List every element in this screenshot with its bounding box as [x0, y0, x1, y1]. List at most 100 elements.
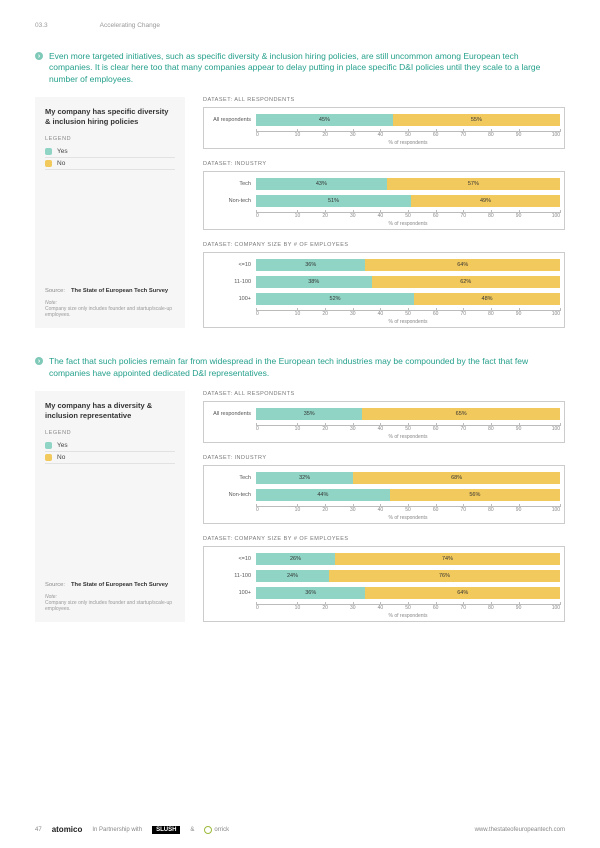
axis-tick: 10	[284, 213, 312, 219]
axis-tick: 70	[449, 213, 477, 219]
chart-row: Tech32%68%	[208, 472, 560, 484]
dataset-header: DATASET: INDUSTRY	[203, 161, 565, 167]
row-label: Non-tech	[208, 492, 256, 498]
axis-label: % of respondents	[256, 515, 560, 521]
row-label: All respondents	[208, 117, 256, 123]
axis-tick: 100	[532, 507, 560, 513]
axis-tick: 70	[449, 507, 477, 513]
bar-no: 56%	[390, 489, 560, 501]
source-row: Source:The State of European Tech Survey	[45, 582, 175, 588]
charts-column: DATASET: ALL RESPONDENTSAll respondents3…	[203, 391, 565, 622]
source-row: Source:The State of European Tech Survey	[45, 288, 175, 294]
legend-item-yes: Yes	[45, 440, 175, 452]
axis-tick: 0	[256, 507, 284, 513]
bar-no: 64%	[365, 587, 560, 599]
axis-tick: 60	[422, 605, 450, 611]
bar-no: 65%	[362, 408, 560, 420]
axis-tick: 90	[505, 507, 533, 513]
axis-tick: 90	[505, 213, 533, 219]
axis-label: % of respondents	[256, 221, 560, 227]
bar-yes: 26%	[256, 553, 335, 565]
bar-yes: 38%	[256, 276, 372, 288]
stacked-bar-chart: <=1026%74%11-10024%76%100+36%64%01020304…	[203, 546, 565, 622]
chart-row: 100+36%64%	[208, 587, 560, 599]
legend-header: LEGEND	[45, 136, 175, 142]
row-label: <=10	[208, 556, 256, 562]
dataset-header: DATASET: COMPANY SIZE BY # OF EMPLOYEES	[203, 242, 565, 248]
bar-track: 45%55%	[256, 114, 560, 126]
axis-tick: 30	[339, 507, 367, 513]
dataset-block: DATASET: COMPANY SIZE BY # OF EMPLOYEES<…	[203, 242, 565, 328]
axis-tick: 80	[477, 311, 505, 317]
axis-tick: 0	[256, 132, 284, 138]
bar-yes: 24%	[256, 570, 329, 582]
axis-label: % of respondents	[256, 434, 560, 440]
bar-yes: 32%	[256, 472, 353, 484]
axis-tick: 40	[367, 213, 395, 219]
legend-label: No	[57, 160, 65, 167]
axis-tick: 60	[422, 132, 450, 138]
legend-label: Yes	[57, 148, 68, 155]
bar-track: 44%56%	[256, 489, 560, 501]
axis-tick: 90	[505, 605, 533, 611]
orrick-logo: orrick	[204, 826, 229, 834]
bar-no: 57%	[387, 178, 560, 190]
stacked-bar-chart: All respondents45%55%0102030405060708090…	[203, 107, 565, 149]
bar-yes: 35%	[256, 408, 362, 420]
axis-tick: 10	[284, 132, 312, 138]
axis-tick: 100	[532, 132, 560, 138]
chart-axis: 0102030405060708090100	[256, 506, 560, 513]
stacked-bar-chart: All respondents35%65%0102030405060708090…	[203, 401, 565, 443]
bar-track: 51%49%	[256, 195, 560, 207]
legend-swatch-no	[45, 160, 52, 167]
chart-caption-panel: My company has a diversity & inclusion r…	[35, 391, 185, 622]
axis-tick: 50	[394, 213, 422, 219]
axis-tick: 30	[339, 213, 367, 219]
row-label: 11-100	[208, 573, 256, 579]
axis-tick: 100	[532, 605, 560, 611]
dataset-header: DATASET: ALL RESPONDENTS	[203, 97, 565, 103]
bar-yes: 51%	[256, 195, 411, 207]
charts-column: DATASET: ALL RESPONDENTSAll respondents4…	[203, 97, 565, 328]
legend-swatch-no	[45, 454, 52, 461]
axis-tick: 20	[311, 132, 339, 138]
bar-no: 68%	[353, 472, 560, 484]
axis-tick: 90	[505, 311, 533, 317]
chart-row: All respondents35%65%	[208, 408, 560, 420]
slush-logo: SLUSH	[152, 826, 180, 834]
chart-row: <=1026%74%	[208, 553, 560, 565]
axis-tick: 10	[284, 426, 312, 432]
chart-row: 100+52%48%	[208, 293, 560, 305]
stacked-bar-chart: Tech43%57%Non-tech51%49%0102030405060708…	[203, 171, 565, 230]
row-label: Non-tech	[208, 198, 256, 204]
axis-tick: 0	[256, 605, 284, 611]
axis-tick: 100	[532, 311, 560, 317]
axis-tick: 20	[311, 605, 339, 611]
ampersand: &	[190, 827, 194, 833]
bar-no: 49%	[411, 195, 560, 207]
legend-header: LEGEND	[45, 430, 175, 436]
legend-swatch-yes	[45, 442, 52, 449]
axis-tick: 80	[477, 132, 505, 138]
dataset-block: DATASET: ALL RESPONDENTS All respondents4…	[203, 97, 565, 149]
row-label: 11-100	[208, 279, 256, 285]
bar-no: 55%	[393, 114, 560, 126]
row-label: All respondents	[208, 411, 256, 417]
bar-yes: 44%	[256, 489, 390, 501]
axis-tick: 40	[367, 507, 395, 513]
source-name: The State of European Tech Survey	[71, 288, 168, 294]
bar-track: 52%48%	[256, 293, 560, 305]
intro-text: The fact that such policies remain far f…	[49, 356, 555, 379]
axis-tick: 40	[367, 605, 395, 611]
legend-item-yes: Yes	[45, 146, 175, 158]
axis-tick: 70	[449, 605, 477, 611]
dataset-block: DATASET: INDUSTRYTech32%68%Non-tech44%56…	[203, 455, 565, 524]
axis-tick: 80	[477, 605, 505, 611]
chart-axis: 0102030405060708090100	[256, 310, 560, 317]
bar-track: 36%64%	[256, 587, 560, 599]
row-label: 100+	[208, 296, 256, 302]
axis-tick: 70	[449, 132, 477, 138]
row-label: Tech	[208, 181, 256, 187]
bar-track: 26%74%	[256, 553, 560, 565]
axis-tick: 30	[339, 426, 367, 432]
